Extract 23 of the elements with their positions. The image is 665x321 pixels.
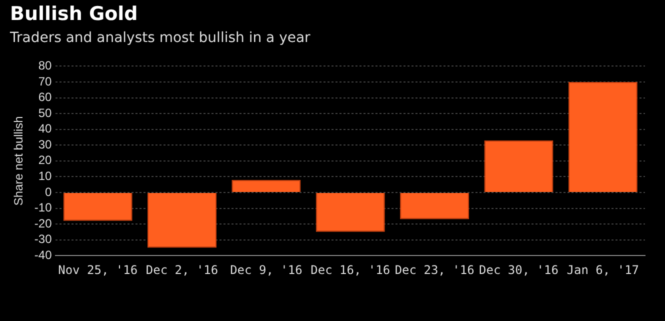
y-tick-label: 0	[45, 184, 52, 199]
y-tick-label: -10	[34, 200, 52, 215]
x-tick-label: Dec 9, '16	[230, 262, 302, 277]
y-axis-title: Share net bullish	[12, 116, 26, 206]
x-tick-label: Dec 23, '16	[394, 262, 474, 277]
y-tick-label: 40	[38, 122, 52, 136]
y-tick-label: -30	[34, 232, 52, 246]
y-tick-label: -20	[34, 216, 52, 230]
y-tick-label: 20	[38, 153, 52, 168]
y-tick-label: 60	[38, 90, 52, 104]
y-tick-label: 80	[38, 58, 52, 73]
y-tick-label: 10	[38, 168, 52, 183]
y-tick-label: -40	[34, 248, 52, 262]
y-tick-label: 30	[38, 137, 52, 152]
x-tick-label: Jan 6, '17	[566, 262, 640, 277]
chart-subtitle: Traders and analysts most bullish in a year	[10, 30, 310, 46]
chart-title: Bullish Gold	[10, 3, 138, 25]
x-tick-label: Dec 16, '16	[310, 262, 390, 277]
x-tick-label: Dec 30, '16	[478, 262, 558, 277]
x-tick-label: Nov 25, '16	[58, 262, 138, 277]
y-tick-label: 50	[38, 106, 52, 120]
y-tick-label: 70	[38, 74, 52, 88]
x-tick-label: Dec 2, '16	[146, 262, 218, 277]
